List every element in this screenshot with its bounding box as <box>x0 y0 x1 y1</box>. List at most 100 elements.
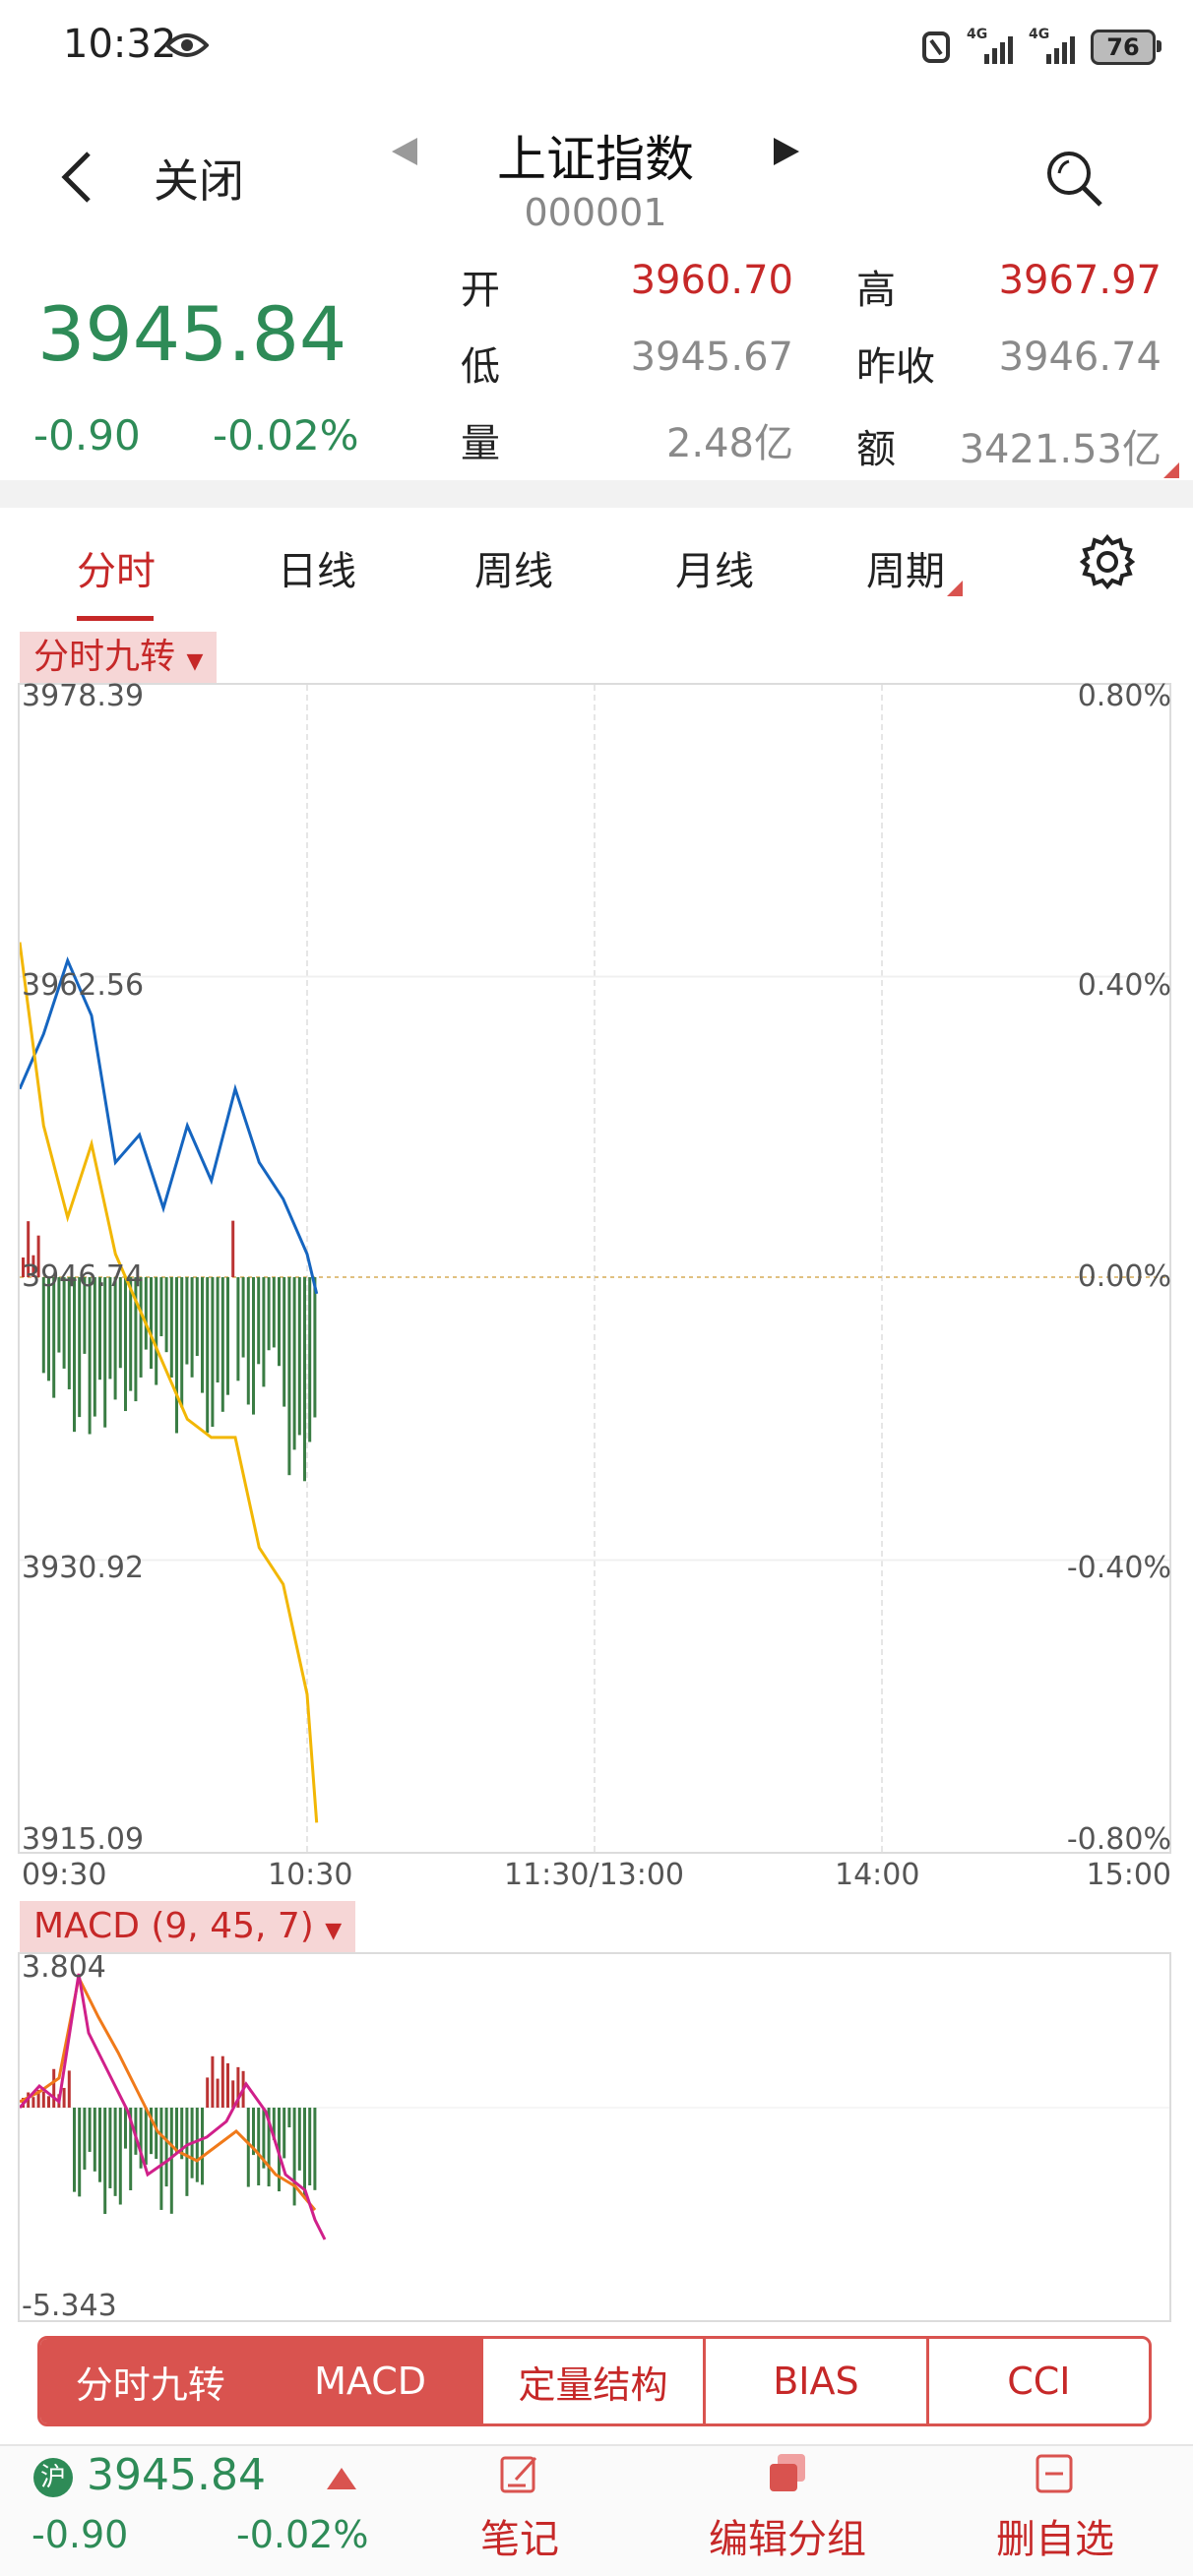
close-button[interactable]: 关闭 <box>154 146 244 211</box>
indicator-nine-turn[interactable]: 分时九转 <box>40 2339 260 2423</box>
down-volume-bar <box>308 1277 311 1441</box>
tab-weekly[interactable]: 周线 <box>474 539 553 596</box>
high-value: 3967.97 <box>945 258 1162 303</box>
down-volume-bar <box>287 1277 290 1475</box>
down-volume-bar <box>68 1277 71 1389</box>
bottom-change: -0.90 <box>31 2513 128 2556</box>
price-change: -0.90 <box>33 411 141 460</box>
macd-down-bar <box>298 2108 301 2171</box>
macd-down-bar <box>283 2108 285 2158</box>
macd-down-bar <box>201 2108 204 2184</box>
down-volume-bar <box>206 1277 209 1433</box>
time-axis-label: 14:00 <box>835 1858 919 1892</box>
down-volume-bar <box>278 1277 281 1366</box>
macd-down-bar <box>78 2108 81 2196</box>
macd-indicator-label: MACD (9, 45, 7) <box>33 1906 314 1946</box>
down-volume-bar <box>89 1277 92 1435</box>
next-stock-arrow-icon[interactable] <box>768 134 803 169</box>
indicator-cci[interactable]: CCI <box>926 2339 1149 2423</box>
down-volume-bar <box>52 1277 55 1398</box>
battery-icon: 76 <box>1091 30 1156 65</box>
indicator-macd[interactable]: MACD <box>260 2339 479 2423</box>
macd-down-bar <box>98 2108 101 2182</box>
indicator-quant-structure[interactable]: 定量结构 <box>480 2339 703 2423</box>
macd-down-bar <box>73 2108 76 2192</box>
macd-down-bar <box>155 2108 157 2159</box>
price-axis-label: 3930.92 <box>22 1551 144 1585</box>
macd-down-bar <box>257 2108 260 2185</box>
macd-min-label: -5.343 <box>22 2289 117 2323</box>
macd-down-bar <box>103 2108 106 2214</box>
bottom-change-pct: -0.02% <box>236 2513 368 2556</box>
down-volume-bar <box>236 1277 239 1380</box>
macd-up-bar <box>31 2097 34 2108</box>
down-volume-bar <box>268 1277 271 1350</box>
macd-down-bar <box>303 2108 306 2198</box>
macd-indicator-dropdown[interactable]: MACD (9, 45, 7) ▼ <box>20 1901 355 1952</box>
stock-code: 000001 <box>394 191 797 234</box>
down-volume-bar <box>170 1277 173 1378</box>
tab-daily[interactable]: 日线 <box>278 539 356 596</box>
gear-icon[interactable] <box>1077 531 1138 592</box>
macd-up-bar <box>211 2056 214 2108</box>
tab-intraday[interactable]: 分时 <box>77 539 156 596</box>
pct-axis-label: 0.00% <box>1078 1259 1171 1294</box>
down-volume-bar <box>175 1277 178 1434</box>
remove-minus-icon <box>1032 2450 1079 2497</box>
price-axis-label: 3946.74 <box>22 1259 144 1294</box>
series-line-1 <box>20 960 317 1294</box>
edit-group-button[interactable]: 编辑分组 <box>689 2450 886 2564</box>
down-volume-bar <box>303 1277 306 1481</box>
remove-watchlist-button[interactable]: 删自选 <box>957 2450 1154 2564</box>
notes-button[interactable]: 笔记 <box>421 2450 618 2564</box>
time-axis-label: 09:30 <box>22 1858 106 1892</box>
macd-chart[interactable] <box>18 1952 1171 2322</box>
macd-chart-svg <box>20 1954 1169 2320</box>
signal-icon-2: 4G <box>1029 31 1075 64</box>
tab-period[interactable]: 周期 <box>866 539 945 596</box>
down-volume-bar <box>114 1277 117 1399</box>
down-volume-bar <box>78 1277 81 1417</box>
macd-down-bar <box>124 2108 127 2149</box>
macd-up-bar <box>52 2069 55 2108</box>
notes-label: 笔记 <box>421 2507 618 2564</box>
macd-up-bar <box>63 2088 66 2108</box>
search-icon[interactable] <box>1043 148 1106 211</box>
down-volume-bar <box>226 1277 229 1395</box>
intraday-chart-svg <box>20 685 1169 1852</box>
macd-up-bar <box>221 2056 224 2108</box>
high-label: 高 <box>856 258 896 315</box>
back-icon[interactable] <box>55 148 98 207</box>
macd-max-label: 3.804 <box>22 1950 106 1985</box>
macd-up-bar <box>217 2079 220 2108</box>
prev-close-value: 3946.74 <box>945 335 1162 380</box>
macd-down-bar <box>196 2108 199 2182</box>
amount-value[interactable]: 3421.53亿 <box>945 417 1162 474</box>
tab-monthly[interactable]: 月线 <box>675 539 754 596</box>
status-time: 10:32 <box>63 22 176 67</box>
macd-down-bar <box>159 2108 162 2210</box>
macd-down-bar <box>83 2108 86 2170</box>
remove-label: 删自选 <box>957 2507 1154 2564</box>
macd-down-bar <box>308 2108 311 2185</box>
current-price: 3945.84 <box>37 290 346 378</box>
expand-up-icon[interactable] <box>325 2466 358 2491</box>
time-axis-label: 11:30/13:00 <box>504 1858 684 1892</box>
main-indicator-dropdown[interactable]: 分时九转 ▼ <box>20 632 217 683</box>
macd-up-bar <box>206 2077 209 2108</box>
macd-down-bar <box>293 2108 296 2205</box>
down-volume-bar <box>298 1277 301 1435</box>
macd-up-bar <box>42 2092 45 2108</box>
up-volume-bar <box>231 1221 234 1277</box>
down-volume-bar <box>273 1277 276 1347</box>
down-volume-bar <box>150 1277 153 1369</box>
indicator-bias[interactable]: BIAS <box>703 2339 925 2423</box>
page-title: 上证指数 <box>394 120 797 191</box>
bottom-price: 3945.84 <box>87 2450 266 2500</box>
macd-down-bar <box>170 2108 173 2214</box>
macd-down-bar <box>185 2108 188 2196</box>
macd-up-bar <box>47 2096 50 2108</box>
intraday-chart[interactable] <box>18 683 1171 1854</box>
section-divider <box>0 480 1193 508</box>
down-volume-bar <box>145 1277 148 1350</box>
